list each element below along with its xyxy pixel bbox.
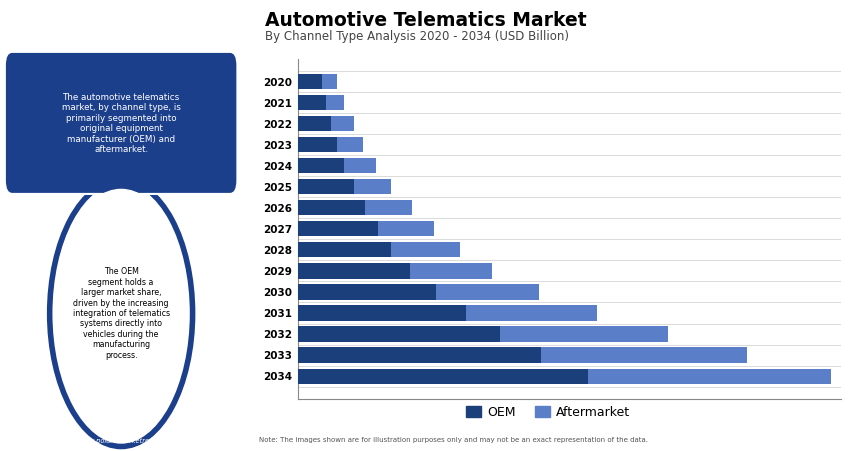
Bar <box>298 242 391 258</box>
Bar <box>298 285 436 299</box>
Bar <box>298 179 354 194</box>
Text: POLARIS: POLARIS <box>116 22 190 37</box>
Bar <box>298 368 587 384</box>
Bar <box>466 305 597 321</box>
Bar <box>298 200 365 216</box>
Bar <box>326 95 344 110</box>
Bar <box>298 74 322 89</box>
Bar <box>298 158 344 173</box>
Text: MARKET RESEARCH: MARKET RESEARCH <box>76 43 167 52</box>
Bar <box>298 263 410 279</box>
Circle shape <box>54 189 188 437</box>
Bar <box>365 200 411 216</box>
Bar <box>337 137 363 152</box>
Bar <box>298 347 541 363</box>
Bar <box>500 327 668 341</box>
Bar <box>298 137 337 152</box>
Bar <box>354 179 391 194</box>
Bar <box>298 305 466 321</box>
Bar <box>378 221 434 236</box>
Bar <box>332 116 354 131</box>
Bar <box>410 263 492 279</box>
Text: Source:www.polarismarketresearch.com: Source:www.polarismarketresearch.com <box>54 438 189 444</box>
Text: By Channel Type Analysis 2020 - 2034 (USD Billion): By Channel Type Analysis 2020 - 2034 (US… <box>264 30 569 43</box>
Text: The OEM
segment holds a
larger market share,
driven by the increasing
integratio: The OEM segment holds a larger market sh… <box>72 267 170 359</box>
Bar <box>298 327 500 341</box>
Bar <box>436 285 539 299</box>
Bar <box>391 242 461 258</box>
Text: ✶: ✶ <box>76 20 93 39</box>
Bar <box>587 368 830 384</box>
Bar <box>298 116 332 131</box>
Bar <box>298 95 326 110</box>
Bar <box>322 74 337 89</box>
Bar <box>541 347 746 363</box>
Text: Note: The images shown are for illustration purposes only and may not be an exac: Note: The images shown are for illustrat… <box>258 437 648 443</box>
Bar <box>298 221 378 236</box>
Text: Automotive Telematics Market: Automotive Telematics Market <box>264 11 586 30</box>
Legend: OEM, Aftermarket: OEM, Aftermarket <box>462 401 635 424</box>
Text: The automotive telematics
market, by channel type, is
primarily segmented into
o: The automotive telematics market, by cha… <box>62 93 180 154</box>
FancyBboxPatch shape <box>5 52 237 194</box>
Bar <box>344 158 376 173</box>
